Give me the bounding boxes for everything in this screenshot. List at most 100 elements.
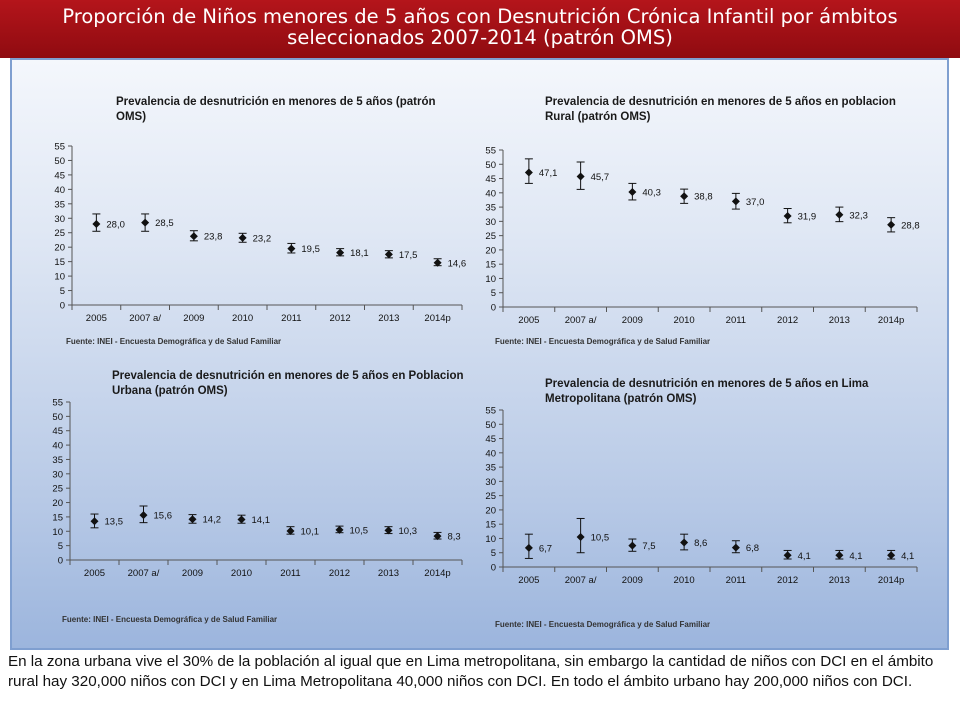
x-tick-label: 2005: [84, 568, 105, 579]
data-point: [384, 526, 393, 535]
data-point: [835, 210, 844, 219]
x-tick-label: 2009: [183, 313, 204, 324]
chart-source: Fuente: INEI - Encuesta Demográfica y de…: [66, 337, 282, 346]
chart-source: Fuente: INEI - Encuesta Demográfica y de…: [495, 620, 711, 629]
footer-text: En la zona urbana vive el 30% de la pobl…: [8, 653, 934, 690]
data-label: 40,3: [642, 187, 661, 198]
chart-svg: 0 5 10 15 20 25 30 35 40 45 50 55 2005 2007 a/2009 201…: [485, 406, 918, 586]
chart-rural: Prevalencia de desnutrición en menores d…: [467, 96, 927, 358]
data-label: 4,1: [849, 551, 862, 562]
x-tick-label: 2014p: [424, 568, 450, 579]
data-point: [887, 220, 896, 229]
chart-source: Fuente: INEI - Encuesta Demográfica y de…: [495, 337, 711, 346]
x-tick-label: 2010: [231, 568, 252, 579]
data-point: [384, 250, 393, 259]
chart-title: Prevalencia de desnutrición en menores d…: [116, 96, 436, 123]
data-label: 47,1: [539, 168, 558, 179]
data-point: [336, 248, 345, 257]
x-tick-label: 2012: [777, 315, 798, 326]
y-tick-label: 20: [485, 245, 496, 256]
data-point: [92, 220, 101, 229]
x-tick-label: 2011: [726, 575, 746, 586]
y-tick-label: 0: [58, 556, 63, 567]
x-tick-label: 2014p: [424, 313, 450, 324]
data-label: 38,8: [694, 192, 713, 203]
x-tick-label: 2007 a/: [565, 575, 597, 586]
data-point: [731, 543, 740, 552]
data-point: [783, 551, 792, 560]
data-point: [335, 525, 344, 534]
chart-urbana: Prevalencia de desnutrición en menores d…: [32, 370, 472, 632]
data-point: [189, 232, 198, 241]
y-tick-label: 45: [485, 174, 496, 185]
data-point: [433, 258, 442, 267]
x-tick-label: 2014p: [878, 315, 904, 326]
y-tick-label: 20: [54, 243, 65, 254]
data-point: [576, 533, 585, 542]
y-tick-label: 40: [52, 441, 63, 452]
data-label: 10,5: [350, 525, 369, 536]
y-tick-label: 30: [52, 469, 63, 480]
y-tick-label: 0: [60, 301, 65, 312]
data-point: [238, 233, 247, 242]
slide-title-line-2: seleccionados 2007-2014 (patrón OMS): [287, 26, 673, 49]
y-tick-label: 55: [54, 142, 65, 153]
data-label: 28,0: [106, 220, 125, 231]
y-tick-label: 15: [52, 512, 63, 523]
y-tick-label: 5: [58, 541, 63, 552]
data-label: 37,0: [746, 197, 765, 208]
x-tick-label: 2009: [182, 568, 203, 579]
y-tick-label: 0: [491, 563, 496, 574]
chart-title: Prevalencia de desnutrición en menores d…: [545, 96, 896, 123]
chart-title: Prevalencia de desnutrición en menores d…: [112, 370, 464, 397]
data-point: [887, 551, 896, 560]
data-point: [524, 168, 533, 177]
y-tick-label: 55: [52, 398, 63, 409]
data-point: [680, 538, 689, 547]
x-tick-label: 2010: [674, 315, 695, 326]
data-point: [524, 543, 533, 552]
data-label: 10,3: [399, 526, 418, 537]
chart-svg: 0 5 10 15 20 25 30 35 40 45 50 55 2005 2007 a/2009 201…: [485, 146, 919, 327]
y-tick-label: 55: [485, 406, 496, 417]
x-tick-label: 2005: [518, 315, 539, 326]
data-label: 7,5: [642, 541, 655, 552]
x-tick-label: 2013: [378, 568, 399, 579]
y-tick-label: 15: [485, 520, 496, 531]
y-tick-label: 20: [485, 505, 496, 516]
data-label: 17,5: [399, 250, 418, 261]
x-tick-label: 2012: [329, 568, 350, 579]
data-label: 14,1: [252, 515, 271, 526]
y-tick-label: 35: [485, 463, 496, 474]
y-tick-label: 35: [485, 203, 496, 214]
data-point: [433, 532, 442, 541]
y-tick-label: 25: [485, 231, 496, 242]
y-tick-label: 45: [52, 426, 63, 437]
x-tick-label: 2009: [622, 315, 643, 326]
chart-total: Prevalencia de desnutrición en menores d…: [32, 96, 472, 358]
y-tick-label: 15: [485, 260, 496, 271]
x-tick-label: 2013: [829, 315, 850, 326]
data-label: 10,1: [301, 526, 320, 537]
y-tick-label: 10: [485, 534, 496, 545]
data-label: 6,7: [539, 543, 552, 554]
x-tick-label: 2009: [622, 575, 643, 586]
data-label: 13,5: [105, 517, 124, 528]
data-label: 4,1: [798, 551, 811, 562]
data-point: [188, 515, 197, 524]
chart-lima: Prevalencia de desnutrición en menores d…: [467, 378, 927, 638]
data-point: [139, 511, 148, 520]
data-label: 8,6: [694, 538, 707, 549]
data-point: [628, 187, 637, 196]
data-point: [835, 551, 844, 560]
data-label: 15,6: [154, 511, 173, 522]
slide-title: Proporción de Niños menores de 5 años co…: [0, 0, 960, 58]
x-tick-label: 2011: [281, 313, 301, 324]
data-label: 19,5: [301, 244, 320, 255]
chart-svg: 0 5 10 15 20 25 30 35 40 45 50 55 2005 2007 a/2009 201…: [54, 142, 466, 325]
charts-panel: Prevalencia de desnutrición en menores d…: [10, 58, 949, 650]
y-tick-label: 10: [52, 527, 63, 538]
y-tick-label: 50: [52, 412, 63, 423]
data-point: [287, 244, 296, 253]
data-label: 6,8: [746, 543, 759, 554]
